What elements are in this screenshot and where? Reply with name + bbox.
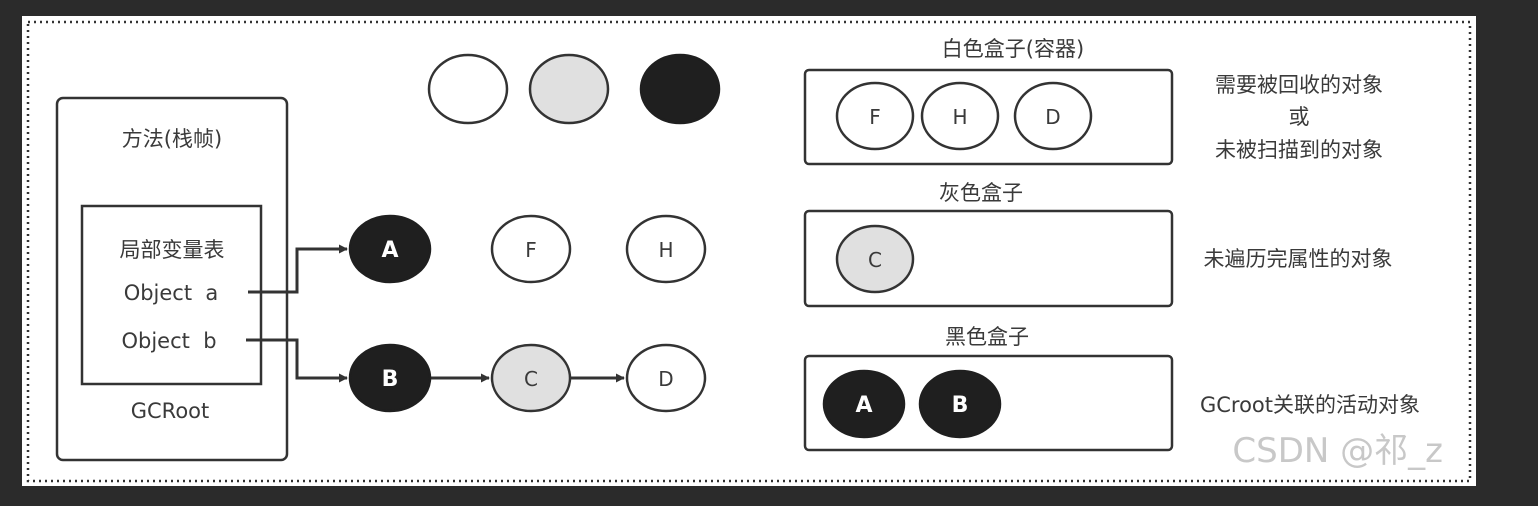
white-box-title: 白色盒子(容器) <box>942 37 1084 61</box>
black-box-title: 黑色盒子 <box>945 325 1029 349</box>
black-box-description: GCroot关联的活动对象 <box>1200 393 1420 417</box>
gray-box-description: 未遍历完属性的对象 <box>1204 247 1393 271</box>
node-H-label: H <box>658 238 673 262</box>
white-box-description-line-2: 或 <box>1289 105 1310 129</box>
gcroot-label: GCRoot <box>131 399 210 423</box>
white-box-description-line-3: 未被扫描到的对象 <box>1215 138 1383 162</box>
white-box-item-F-label: F <box>869 105 881 129</box>
reference-arrow-b-to-B <box>246 338 348 383</box>
node-C: C <box>490 343 572 413</box>
black-box-item-B: B <box>918 369 1002 439</box>
node-F: F <box>490 214 572 284</box>
local-variable-table-box <box>80 204 263 386</box>
gray-box-item-C-label: C <box>868 248 882 272</box>
local-variable-object-a: Object a <box>124 281 219 305</box>
white-box-item-D: D <box>1013 81 1093 151</box>
gray-box-title: 灰色盒子 <box>939 181 1023 205</box>
black-box-item-B-label: B <box>952 393 969 418</box>
node-H: H <box>625 214 707 284</box>
white-box-item-D-label: D <box>1045 105 1060 129</box>
dotted-border <box>26 20 1472 483</box>
node-A: A <box>348 214 432 284</box>
node-A-label: A <box>381 238 398 263</box>
node-D: D <box>625 343 707 413</box>
node-C-label: C <box>524 367 538 391</box>
node-F-label: F <box>525 238 537 262</box>
method-box-title: 方法(栈帧) <box>122 127 222 151</box>
white-box-item-F: F <box>835 81 915 151</box>
node-D-label: D <box>658 367 673 391</box>
white-box-item-H-label: H <box>952 105 967 129</box>
legend-gray-circle <box>528 53 610 125</box>
node-B-label: B <box>382 367 399 392</box>
local-variable-object-b: Object b <box>121 329 216 353</box>
white-box-description-line-1: 需要被回收的对象 <box>1215 73 1383 97</box>
legend-white-circle <box>427 53 509 125</box>
black-box-item-A-label: A <box>855 393 872 418</box>
local-variable-table-title: 局部变量表 <box>120 238 225 262</box>
black-box-item-A: A <box>822 369 906 439</box>
gray-box-item-C: C <box>835 224 915 294</box>
node-B: B <box>348 343 432 413</box>
legend-black-circle <box>639 53 721 125</box>
white-box-item-H: H <box>920 81 1000 151</box>
reference-arrow-a-to-A <box>248 244 348 294</box>
csdn-watermark: CSDN @祁_z <box>1232 431 1443 471</box>
